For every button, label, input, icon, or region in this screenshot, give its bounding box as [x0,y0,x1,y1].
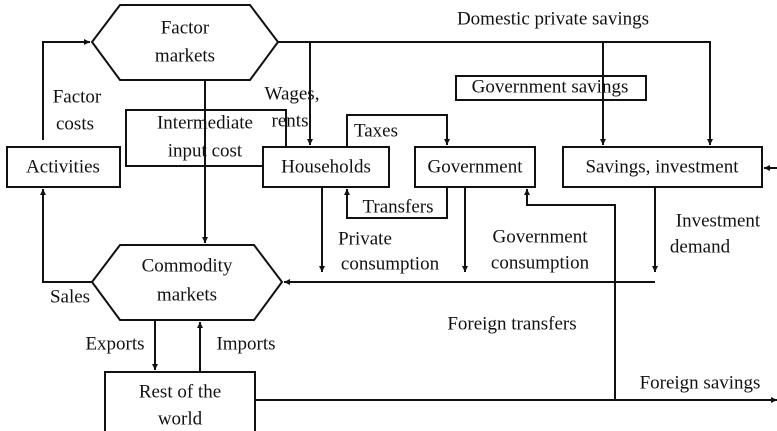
node-label: Households [281,156,371,177]
node-label: markets [157,284,217,305]
arrow-taxes [346,114,450,147]
edge-label: rents [272,110,309,131]
node-label: markets [155,45,215,66]
edge-label: Taxes [354,120,398,141]
arrow-factor-costs [42,39,90,140]
node-factor-markets [90,4,280,81]
node-rest-of-world [104,371,256,431]
edge-label: Transfers [362,196,433,217]
arrows [40,39,777,403]
edge-label: Sales [50,286,90,307]
edge-label: Government savings [472,76,629,97]
edge-label: input cost [168,140,243,161]
node-activities [6,146,121,188]
edge-label: Imports [216,333,275,354]
edge-label: Investment [676,210,761,231]
edge-label: Private [338,228,392,249]
edge-label: Intermediate [157,112,253,133]
node-label: Rest of the [139,381,221,402]
edge-label: Government [493,226,589,247]
node-label: Government [428,156,524,177]
node-savings [562,146,763,188]
label-bg [455,75,647,101]
edge-label: Foreign savings [640,372,761,393]
node-label: Commodity [142,255,233,276]
edge-label: Factor [53,86,102,107]
node-label: world [158,408,203,429]
edge-label: consumption [491,252,590,273]
edge-label: consumption [341,253,440,274]
node-label: Activities [26,156,100,177]
edge-label: Domestic private savings [457,8,649,29]
node-label: Savings, investment [585,156,739,177]
label-backgrounds [125,75,647,167]
arrow-sales [40,189,92,283]
arrow-private-savings [278,41,713,145]
edge-label: Foreign transfers [447,313,576,334]
node-label: Factor [161,17,210,38]
edge-label: Wages, [265,83,320,104]
arrow-foreign-transfers [524,189,616,400]
label-bg [125,109,287,167]
arrow-transfers [344,187,448,219]
edge-label: Exports [85,333,144,354]
node-commodity-markets [90,244,284,321]
node-households [262,146,390,188]
node-government [414,146,536,188]
edge-label: costs [56,113,94,134]
edge-label: demand [670,236,731,257]
